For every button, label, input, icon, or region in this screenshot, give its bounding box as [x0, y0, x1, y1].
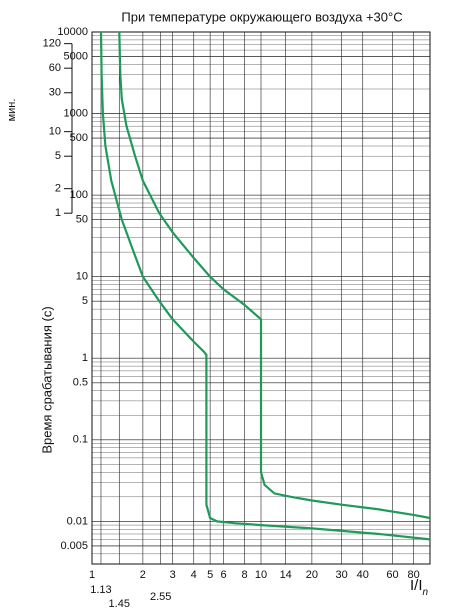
- curve: [118, 31, 431, 520]
- y-tick-label: 500: [70, 132, 88, 144]
- x-tick-label: 3: [170, 569, 176, 581]
- y2-tick-label: 2: [55, 183, 61, 195]
- y2-tick-label: 120: [43, 38, 61, 50]
- y-tick-label: 5: [82, 295, 88, 307]
- x-tick-label: 1: [89, 569, 95, 581]
- y-tick-label: 5000: [64, 50, 88, 62]
- y2-tick-label: 5: [55, 150, 61, 162]
- y2-tick-label: 30: [49, 87, 61, 99]
- x-tick-label: 5: [207, 569, 213, 581]
- x-tick-label: 40: [357, 569, 369, 581]
- chart-title: При температуре окружающего воздуха +30°…: [121, 9, 402, 24]
- y-tick-label: 50: [76, 214, 88, 226]
- x-tick-label: 1.45: [109, 598, 130, 610]
- y-tick-label: 0.5: [73, 377, 88, 389]
- y-tick-label: 1000: [64, 107, 88, 119]
- y-tick-label: 0.01: [67, 515, 88, 527]
- x-axis-label-main: I/I: [410, 577, 423, 594]
- y-axis-label: Время срабатывания (с): [39, 306, 54, 453]
- y2-axis-label: мин.: [6, 99, 18, 122]
- y2-tick-label: 10: [49, 126, 61, 138]
- y2-tick-label: 1: [55, 207, 61, 219]
- x-tick-label: 60: [386, 569, 398, 581]
- x-tick-label: 14: [280, 569, 292, 581]
- x-tick-label: 8: [242, 569, 248, 581]
- x-tick-label: 2: [140, 569, 146, 581]
- x-axis-label-sub: n: [423, 587, 429, 598]
- y-tick-label: 100: [70, 189, 88, 201]
- y-tick-label: 10: [76, 271, 88, 283]
- y2-tick-label: 60: [49, 62, 61, 74]
- x-tick-label: 4: [191, 569, 197, 581]
- x-tick-label: 10: [255, 569, 267, 581]
- x-tick-label: 80: [407, 569, 419, 581]
- plot-frame: [91, 31, 431, 565]
- x-tick-label: 20: [306, 569, 318, 581]
- x-tick-label: 6: [220, 569, 226, 581]
- x-axis-label: I/In: [410, 577, 429, 598]
- x-tick-label: 30: [336, 569, 348, 581]
- y-tick-label: 10000: [57, 26, 88, 38]
- x-tick-label: 1.13: [90, 584, 111, 596]
- curve: [99, 31, 431, 541]
- y-tick-label: 1: [82, 352, 88, 364]
- y-tick-label: 0.1: [73, 434, 88, 446]
- y-tick-label: 0.005: [60, 540, 88, 552]
- x-tick-label: 2.55: [150, 591, 171, 603]
